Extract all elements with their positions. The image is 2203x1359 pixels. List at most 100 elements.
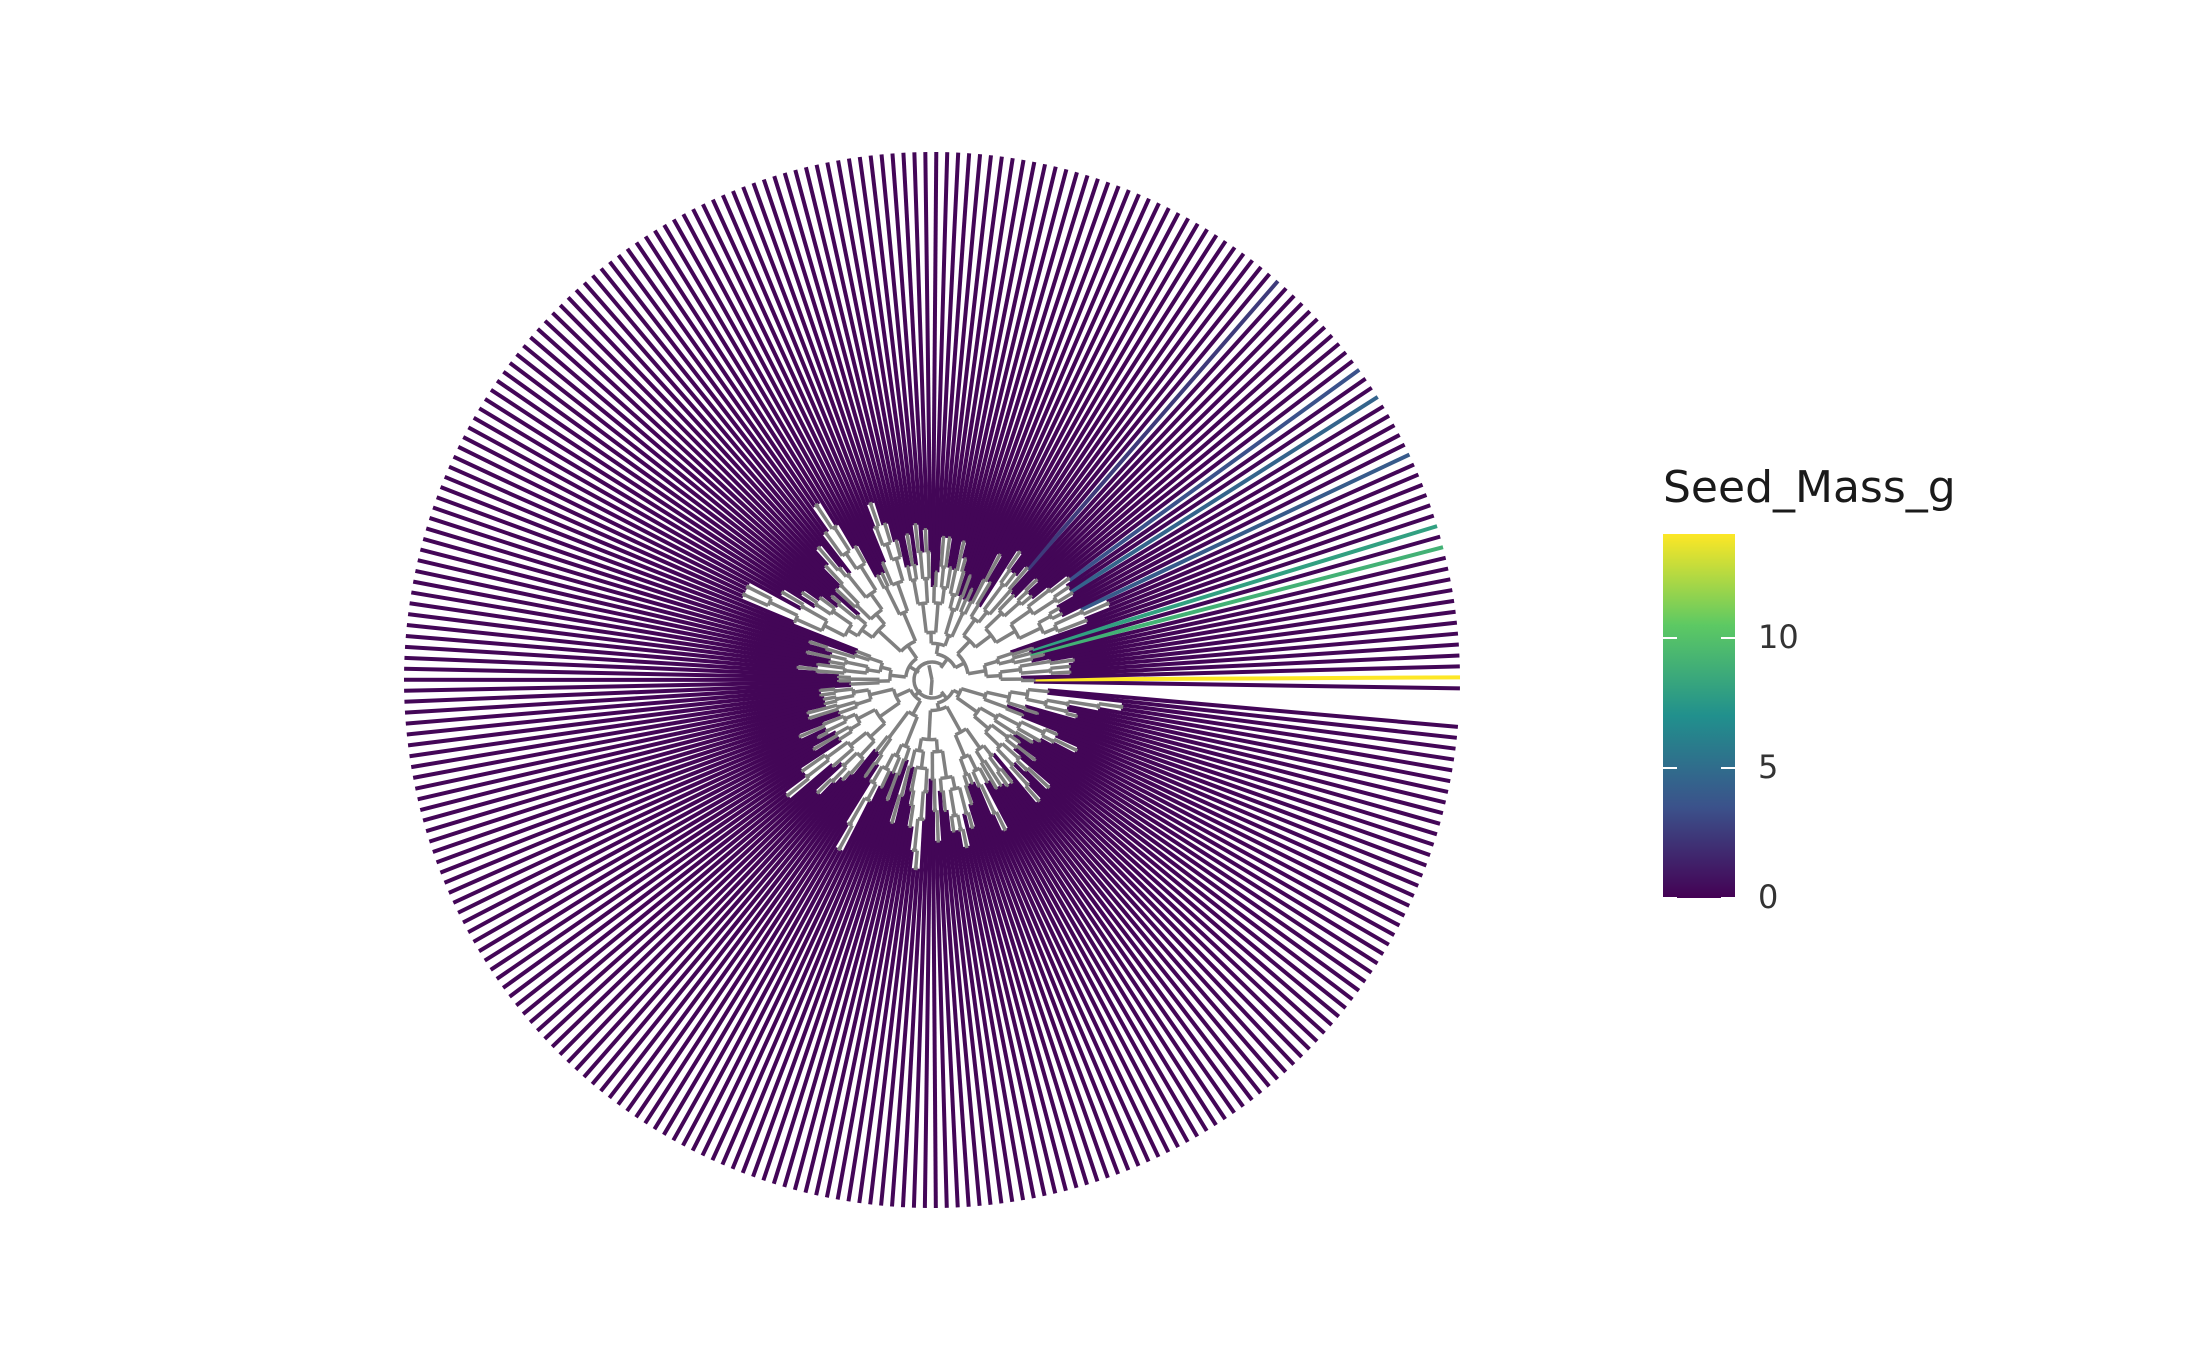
internal-branch	[849, 721, 862, 731]
internal-branch	[1068, 699, 1099, 709]
tip-branch	[1039, 737, 1396, 937]
internal-branch	[1046, 698, 1069, 706]
tip-branch	[879, 868, 916, 1206]
internal-branch	[884, 586, 902, 616]
internal-branch	[831, 654, 847, 662]
branch-arc	[1009, 762, 1015, 768]
internal-branch	[1026, 588, 1051, 608]
internal-branch	[924, 578, 930, 604]
internal-branch	[953, 734, 967, 758]
tip-branch	[1097, 706, 1453, 773]
tip-branch	[740, 798, 889, 1174]
internal-branch	[845, 660, 869, 669]
tip-branch	[943, 154, 983, 538]
internal-branch	[905, 534, 915, 567]
tip-branch	[1010, 286, 1288, 594]
tip-branch	[1074, 749, 1406, 918]
internal-branch	[786, 777, 810, 797]
internal-branch	[837, 824, 854, 850]
tip-branch	[1056, 731, 1420, 888]
branch-arc	[867, 656, 873, 661]
branch-arc	[823, 530, 829, 536]
tip-branch	[941, 810, 982, 1207]
tip-branch	[1045, 786, 1319, 1043]
internal-branch	[869, 503, 881, 528]
tip-branch	[1043, 566, 1449, 658]
internal-branch	[799, 724, 826, 738]
internal-branch	[950, 776, 957, 790]
internal-branch	[911, 579, 920, 605]
internal-branch	[1044, 727, 1058, 736]
tip-branch	[435, 711, 841, 865]
tip-branch	[422, 537, 828, 653]
tip-branch	[634, 241, 817, 508]
internal-branch	[801, 605, 828, 623]
tip-branch	[551, 311, 840, 591]
tip-branch	[1047, 688, 1459, 729]
tip-branch	[803, 166, 900, 542]
internal-branch	[933, 572, 938, 588]
tip-branch	[711, 198, 886, 575]
tip-branch	[911, 791, 931, 1208]
internal-branch	[1004, 737, 1017, 749]
internal-branch	[983, 759, 1003, 787]
tip-branch	[1035, 800, 1280, 1081]
tip-branch	[977, 234, 1219, 608]
internal-branch	[943, 608, 955, 635]
internal-branch	[948, 594, 956, 610]
internal-branch	[1026, 766, 1050, 789]
tip-branch	[782, 821, 893, 1188]
tip-branch	[968, 803, 1089, 1186]
tip-branch	[962, 813, 1058, 1194]
tip-branch	[448, 464, 745, 599]
internal-branch	[901, 612, 918, 642]
tip-branch	[681, 848, 843, 1147]
tip-branch	[825, 162, 912, 568]
internal-branch	[988, 589, 1012, 616]
tip-branch	[521, 795, 791, 1016]
internal-branch	[807, 650, 832, 660]
internal-branch	[940, 750, 949, 778]
tip-branch	[1030, 342, 1341, 600]
internal-branch	[806, 758, 830, 778]
internal-branch	[1009, 690, 1028, 697]
tip-branch	[428, 717, 811, 844]
branch-arc	[892, 752, 901, 759]
internal-branch	[997, 712, 1021, 727]
tip-branch	[439, 485, 859, 653]
tip-branch	[1026, 325, 1327, 596]
branch-arc	[891, 688, 902, 704]
tip-branch	[987, 222, 1200, 584]
tip-branch	[607, 749, 879, 1100]
tip-branch	[1019, 754, 1334, 1027]
tip-branch	[625, 774, 867, 1113]
internal-branch	[1007, 567, 1029, 591]
tip-branch	[1054, 733, 1415, 898]
internal-branch	[911, 699, 922, 716]
internal-branch	[1003, 601, 1021, 618]
branch-arc	[869, 608, 884, 621]
internal-branch	[982, 744, 993, 757]
tip-branch	[1067, 386, 1373, 591]
tip-branch	[489, 738, 842, 972]
tip-branch	[404, 655, 839, 679]
tip-branch	[953, 830, 1015, 1203]
internal-branch	[815, 603, 832, 616]
internal-branch	[844, 668, 868, 675]
internal-branch	[1001, 742, 1020, 760]
tip-branch	[890, 153, 925, 553]
internal-branch	[974, 633, 993, 649]
tip-branch	[1047, 690, 1458, 740]
tip-branch	[439, 720, 825, 875]
tip-branch	[634, 775, 869, 1119]
internal-branch	[984, 730, 1001, 748]
internal-branch	[1008, 733, 1021, 744]
internal-branch	[1016, 726, 1041, 743]
internal-branch	[874, 612, 887, 626]
internal-branch	[844, 552, 858, 570]
tip-branch	[508, 361, 823, 599]
tip-branch	[558, 303, 842, 589]
tip-branch	[1013, 265, 1263, 577]
internal-branch	[844, 712, 857, 721]
internal-branch	[903, 716, 919, 747]
